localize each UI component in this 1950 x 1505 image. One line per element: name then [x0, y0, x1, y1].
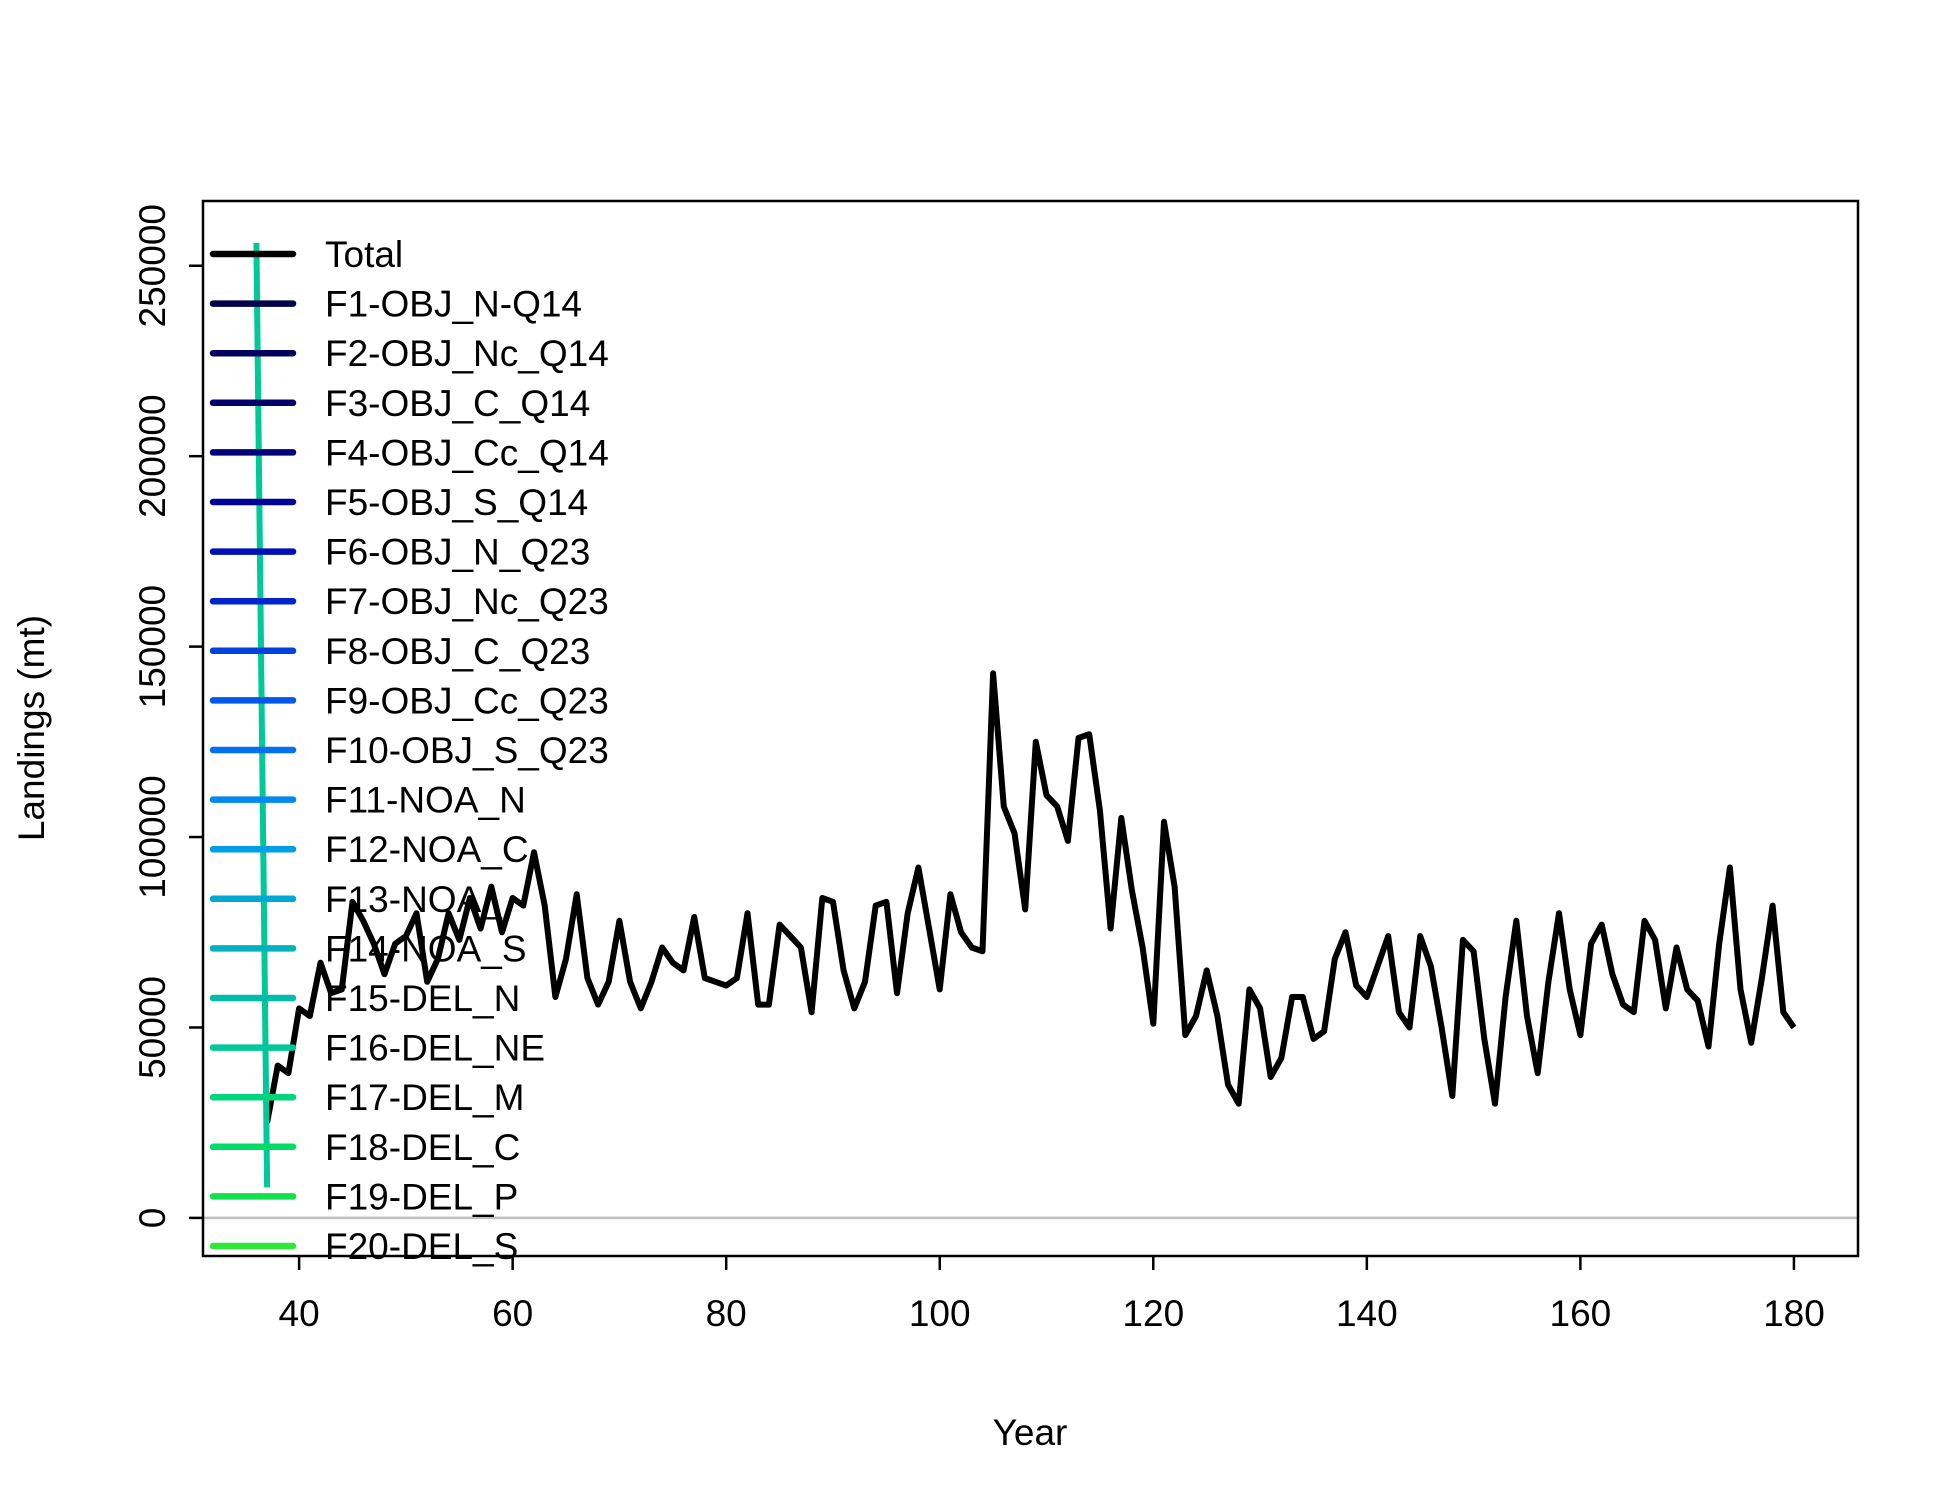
legend-item: F4-OBJ_Cc_Q14: [209, 432, 609, 473]
legend-item: F10-OBJ_S_Q23: [209, 730, 609, 771]
x-tick-label: 60: [492, 1293, 533, 1334]
legend-label: F9-OBJ_Cc_Q23: [325, 680, 609, 721]
legend-label: F15-DEL_N: [325, 978, 520, 1019]
legend-label: F17-DEL_M: [325, 1077, 524, 1118]
legend-label: F3-OBJ_C_Q14: [325, 383, 590, 424]
legend-item: F18-DEL_C: [209, 1127, 520, 1168]
legend-label: F8-OBJ_C_Q23: [325, 631, 590, 672]
legend-item: F14-NOA_S: [209, 928, 527, 969]
plot-frame: [201, 199, 1860, 1258]
legend-item: F20-DEL_S: [209, 1226, 518, 1267]
legend-label: F12-NOA_C: [325, 829, 529, 870]
y-tick-label: 250000: [132, 204, 173, 327]
legend-item: F9-OBJ_Cc_Q23: [209, 680, 609, 721]
legend-item: F12-NOA_C: [209, 829, 529, 870]
legend-label: F11-NOA_N: [325, 780, 526, 821]
legend-item: F3-OBJ_C_Q14: [209, 383, 590, 424]
legend-item: F15-DEL_N: [209, 978, 520, 1019]
x-tick-label: 180: [1763, 1293, 1825, 1334]
legend-label: F5-OBJ_S_Q14: [325, 482, 588, 523]
legend-label: F20-DEL_S: [325, 1226, 518, 1267]
legend-label: F19-DEL_P: [325, 1176, 518, 1217]
legend-item: F16-DEL_NE: [209, 1028, 545, 1069]
legend-item: F13-NOA_: [209, 879, 502, 920]
x-tick-label: 140: [1336, 1293, 1398, 1334]
legend-item: F8-OBJ_C_Q23: [209, 631, 590, 672]
legend-label: F7-OBJ_Nc_Q23: [325, 581, 609, 622]
legend-label: F1-OBJ_N-Q14: [325, 284, 582, 325]
y-tick-label: 100000: [132, 775, 173, 898]
y-axis-label: Landings (mt): [11, 615, 52, 841]
legend-label: Total: [325, 234, 403, 275]
legend-label: F18-DEL_C: [325, 1127, 520, 1168]
legend-item: F5-OBJ_S_Q14: [209, 482, 588, 523]
x-tick-label: 120: [1122, 1293, 1184, 1334]
legend-item: F1-OBJ_N-Q14: [209, 284, 582, 325]
y-tick-label: 0: [132, 1208, 173, 1229]
series-line-total: [264, 670, 1797, 1124]
y-tick-label: 50000: [132, 976, 173, 1079]
legend-item: Total: [209, 234, 403, 275]
legend-label: F4-OBJ_Cc_Q14: [325, 432, 609, 473]
legend-item: F11-NOA_N: [209, 780, 526, 821]
x-axis-label: Year: [993, 1412, 1068, 1453]
legend-label: F2-OBJ_Nc_Q14: [325, 333, 609, 374]
legend-label: F6-OBJ_N_Q23: [325, 532, 590, 573]
legend-item: F7-OBJ_Nc_Q23: [209, 581, 609, 622]
x-tick-label: 160: [1550, 1293, 1612, 1334]
legend: Total F1-OBJ_N-Q14 F2-OBJ_Nc_Q14 F3-OBJ_C_Q…: [209, 234, 609, 1267]
legend-item: F6-OBJ_N_Q23: [209, 532, 590, 573]
y-tick-label: 150000: [132, 585, 173, 708]
legend-item: F19-DEL_P: [209, 1176, 518, 1217]
legend-item: F17-DEL_M: [209, 1077, 524, 1118]
legend-label: F13-NOA_: [325, 879, 502, 920]
axes-layer: 40 60 80 100 120 140 160 180 0 50000 100000 150000 2…: [132, 204, 1825, 1334]
legend-label: F16-DEL_NE: [325, 1028, 545, 1069]
x-tick-label: 100: [909, 1293, 971, 1334]
y-tick-label: 200000: [132, 394, 173, 517]
x-tick-label: 80: [706, 1293, 747, 1334]
legend-label: F10-OBJ_S_Q23: [325, 730, 609, 771]
x-tick-label: 40: [279, 1293, 320, 1334]
legend-label: F14-NOA_S: [325, 928, 527, 969]
legend-item: F2-OBJ_Nc_Q14: [209, 333, 609, 374]
